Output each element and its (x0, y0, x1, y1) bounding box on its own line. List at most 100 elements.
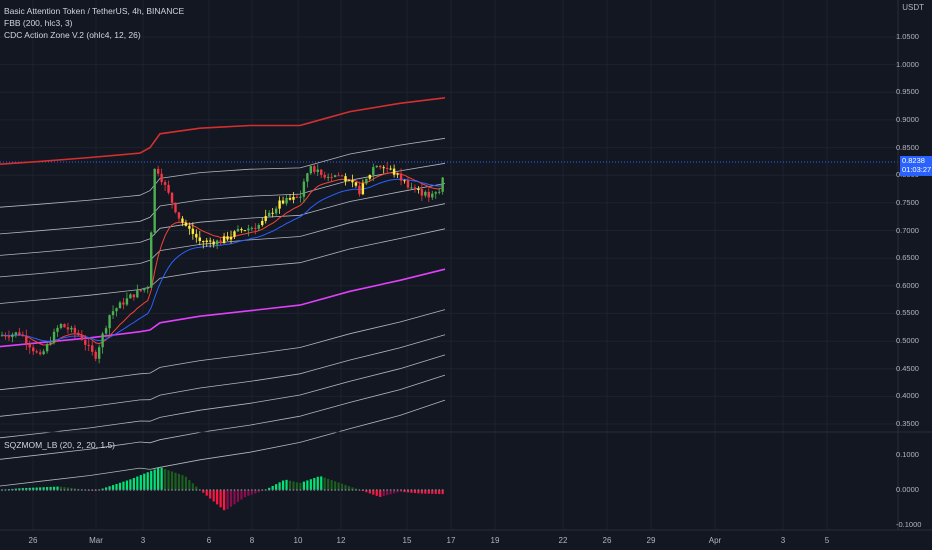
squeeze-dot (320, 489, 323, 491)
squeeze-dot (63, 489, 66, 491)
momentum-bar (170, 471, 174, 490)
squeeze-dot (143, 489, 146, 491)
squeeze-dot (205, 489, 208, 491)
squeeze-dot (261, 489, 264, 491)
price-axis-label[interactable]: 0.5500 (896, 308, 919, 318)
momentum-bar (347, 486, 351, 490)
candle-body (156, 168, 160, 174)
squeeze-dot (115, 489, 118, 491)
squeeze-dot (25, 489, 28, 491)
momentum-bar (177, 473, 181, 490)
price-axis-label[interactable]: 0.9000 (896, 114, 919, 124)
squeeze-dot (237, 489, 239, 491)
time-axis-label[interactable]: 26 (602, 536, 612, 545)
momentum-bar (320, 476, 323, 490)
oscillator-axis-label[interactable]: 0.0000 (896, 485, 919, 494)
price-axis-label[interactable]: 1.0500 (896, 32, 919, 41)
time-axis-label[interactable]: 10 (293, 536, 303, 545)
momentum-bar (295, 482, 299, 490)
candle-body (264, 216, 267, 221)
candlesticks[interactable] (0, 162, 444, 364)
candle-body (403, 180, 406, 182)
currency-label[interactable]: USDT (902, 3, 924, 12)
candle-body (45, 344, 49, 352)
candle-body (97, 347, 101, 359)
price-axis-label[interactable]: 0.6500 (896, 253, 919, 263)
time-axis-label[interactable]: 3 (780, 536, 786, 545)
squeeze-dot (334, 489, 337, 491)
time-axis-label[interactable]: 8 (249, 536, 255, 545)
momentum-bar (56, 486, 59, 490)
squeeze-dot (174, 489, 177, 491)
candle-body (7, 336, 11, 338)
price-axis-label[interactable]: 1.0000 (896, 59, 919, 69)
price-axis-label[interactable]: 0.5000 (896, 336, 919, 346)
candle-body (313, 166, 316, 172)
price-axis-label[interactable]: 0.4500 (896, 363, 919, 373)
candle-body (385, 167, 389, 169)
candle-body (389, 168, 392, 170)
squeeze-dot (316, 489, 319, 491)
momentum-bar (66, 487, 70, 490)
candle-body (115, 308, 118, 312)
price-axis-label[interactable]: 0.4000 (896, 391, 919, 401)
squeeze-momentum-histogram[interactable] (0, 467, 444, 511)
fib-lower-band (0, 399, 446, 487)
candle-body (434, 192, 437, 194)
candle-body (129, 294, 132, 299)
candle-body (247, 228, 250, 231)
candle-body (274, 208, 278, 214)
squeeze-dot (171, 489, 173, 491)
candle-body (174, 202, 177, 213)
time-axis-label[interactable]: 6 (206, 536, 212, 545)
squeeze-dot (441, 489, 444, 491)
time-axis-label[interactable]: 12 (336, 536, 346, 545)
time-axis-label[interactable]: Mar (89, 536, 103, 545)
oscillator-axis-label[interactable]: -0.1000 (896, 520, 922, 529)
candle-body (281, 200, 285, 204)
squeeze-dot (136, 489, 139, 491)
price-axis-label[interactable]: 0.7500 (896, 197, 919, 207)
indicator-cdc-legend[interactable]: CDC Action Zone V.2 (ohlc4, 12, 26) (4, 30, 141, 40)
squeeze-dot (407, 489, 409, 491)
price-axis-label[interactable]: 0.3500 (896, 419, 919, 428)
momentum-bar (205, 490, 208, 496)
price-axis-label[interactable]: 0.9500 (896, 87, 919, 97)
indicator-fbb-legend[interactable]: FBB (200, hlc3, 3) (4, 18, 73, 28)
squeeze-dot (361, 489, 364, 491)
time-axis-label[interactable]: 26 (28, 536, 38, 545)
time-axis-label[interactable]: 17 (446, 536, 456, 545)
momentum-bar (46, 487, 49, 490)
candle-body (49, 342, 52, 345)
time-axis-label[interactable]: 19 (490, 536, 500, 545)
candle-body (91, 345, 94, 352)
indicator-sqzmom-legend[interactable]: SQZMOM_LB (20, 2, 20, 1.5) (4, 440, 116, 450)
momentum-bar (146, 472, 149, 490)
oscillator-axis-label[interactable]: 0.1000 (896, 450, 919, 459)
candle-body (11, 334, 14, 338)
candle-body (285, 197, 288, 204)
time-axis-label[interactable]: Apr (708, 536, 722, 545)
time-axis-label[interactable]: 22 (558, 536, 568, 545)
price-axis-label[interactable]: 0.6000 (896, 280, 919, 290)
time-axis-label[interactable]: 29 (646, 536, 656, 545)
time-axis-label[interactable]: 5 (824, 536, 830, 545)
momentum-bar (316, 476, 319, 490)
price-axis-label[interactable]: 0.7000 (896, 225, 919, 235)
time-axis-label[interactable]: 15 (402, 536, 412, 545)
momentum-bar (132, 477, 135, 490)
candle-body (340, 175, 344, 177)
price-axis-label[interactable]: 0.8500 (896, 142, 919, 152)
candle-body (368, 174, 372, 179)
candle-body (139, 290, 142, 292)
time-axis-label[interactable]: 3 (140, 536, 146, 545)
squeeze-dot (56, 489, 59, 491)
momentum-bar (288, 480, 292, 490)
squeeze-dot (185, 489, 187, 491)
candle-body (302, 181, 306, 197)
momentum-bar (122, 481, 125, 490)
momentum-bar (233, 490, 236, 505)
chart-title[interactable]: Basic Attention Token / TetherUS, 4h, BI… (4, 6, 185, 16)
current-price-value: 0.8238 (902, 156, 925, 165)
